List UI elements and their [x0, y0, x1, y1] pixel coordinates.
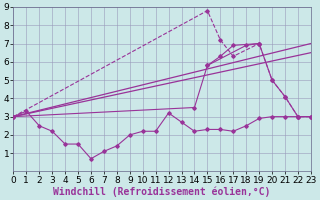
X-axis label: Windchill (Refroidissement éolien,°C): Windchill (Refroidissement éolien,°C) — [53, 186, 271, 197]
